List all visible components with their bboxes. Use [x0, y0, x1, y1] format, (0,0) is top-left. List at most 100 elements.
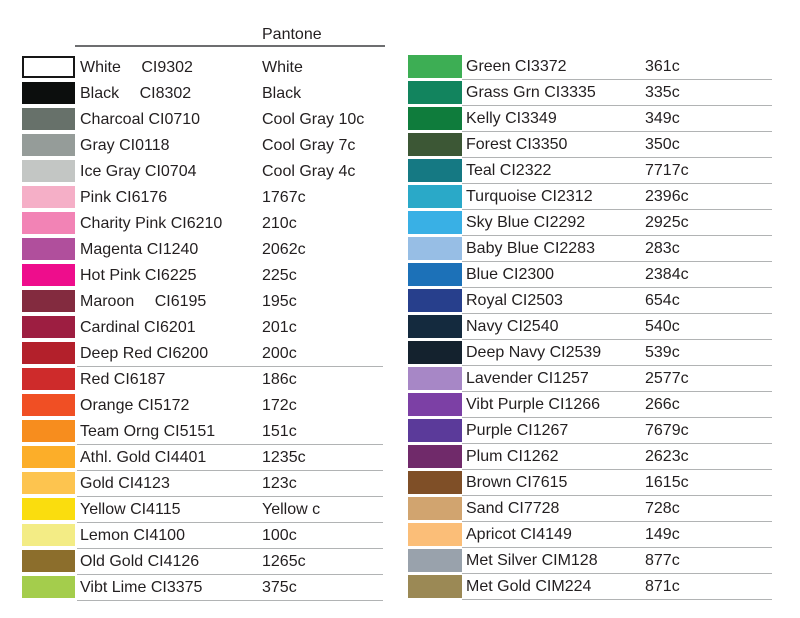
color-name-code: Ice Gray CI0704	[80, 163, 197, 180]
row-separator	[462, 157, 772, 158]
color-name-code: Forest CI3350	[466, 136, 568, 153]
color-row: Orange CI5172 172c	[22, 394, 383, 420]
color-swatch	[22, 316, 75, 338]
color-row: Charcoal CI0710 Cool Gray 10c	[22, 108, 383, 134]
color-name-code: Yellow CI4115	[80, 501, 181, 518]
color-name-code: Charity Pink CI6210	[80, 215, 223, 232]
color-row: Navy CI2540 540c	[408, 315, 772, 341]
color-swatch	[408, 471, 462, 494]
color-name-code: Deep Navy CI2539	[466, 344, 602, 361]
color-row: Maroon CI6195 195c	[22, 290, 383, 316]
color-swatch	[408, 211, 462, 234]
pantone-value: 728c	[645, 500, 680, 517]
pantone-value: 195c	[262, 293, 297, 310]
row-separator	[462, 417, 772, 418]
color-swatch	[22, 394, 75, 416]
pantone-value: 1235c	[262, 449, 306, 466]
color-name-code: Kelly CI3349	[466, 110, 557, 127]
color-row: Old Gold CI4126 1265c	[22, 550, 383, 576]
row-separator	[462, 365, 772, 366]
color-swatch	[22, 82, 75, 104]
pantone-value: 2384c	[645, 266, 689, 283]
pantone-value: 2925c	[645, 214, 689, 231]
row-separator	[77, 522, 383, 523]
pantone-value: 877c	[645, 552, 680, 569]
color-swatch	[22, 56, 75, 78]
color-name-code: Gray CI0118	[80, 137, 170, 154]
color-row: Athl. Gold CI4401 1235c	[22, 446, 383, 472]
color-name-code: Deep Red CI6200	[80, 345, 209, 362]
color-row: White CI9302 White	[22, 56, 383, 82]
row-separator	[462, 339, 772, 340]
row-separator	[462, 599, 772, 600]
color-row: Vibt Purple CI1266 266c	[408, 393, 772, 419]
color-row: Met Gold CIM224 871c	[408, 575, 772, 601]
color-row: Grass Grn CI3335 335c	[408, 81, 772, 107]
pantone-value: 539c	[645, 344, 680, 361]
color-name-code: Old Gold CI4126	[80, 553, 200, 570]
pantone-value: 335c	[645, 84, 680, 101]
color-row: Hot Pink CI6225 225c	[22, 264, 383, 290]
pantone-value: White	[262, 59, 303, 76]
color-swatch	[408, 523, 462, 546]
color-row: Kelly CI3349 349c	[408, 107, 772, 133]
color-name-code: Navy CI2540	[466, 318, 559, 335]
color-name-code: White CI9302	[80, 59, 193, 76]
color-swatch	[22, 550, 75, 572]
color-swatch	[22, 238, 75, 260]
row-separator	[462, 105, 772, 106]
color-row: Charity Pink CI6210 210c	[22, 212, 383, 238]
color-row: Pink CI6176 1767c	[22, 186, 383, 212]
row-separator	[462, 287, 772, 288]
pantone-value: 1767c	[262, 189, 306, 206]
color-name-code: Teal CI2322	[466, 162, 552, 179]
color-swatch	[408, 159, 462, 182]
color-swatch	[408, 341, 462, 364]
row-separator	[462, 261, 772, 262]
color-name-code: Red CI6187	[80, 371, 166, 388]
color-row: Ice Gray CI0704 Cool Gray 4c	[22, 160, 383, 186]
color-name-code: Charcoal CI0710	[80, 111, 201, 128]
row-separator	[462, 313, 772, 314]
color-name-code: Apricot CI4149	[466, 526, 572, 543]
row-separator	[462, 79, 772, 80]
color-swatch	[22, 524, 75, 546]
color-row: Green CI3372 361c	[408, 55, 772, 81]
color-swatch	[408, 419, 462, 442]
pantone-value: 186c	[262, 371, 297, 388]
color-name-code: Gold CI4123	[80, 475, 170, 492]
pantone-value: 361c	[645, 58, 680, 75]
pantone-value: 2623c	[645, 448, 689, 465]
color-row: Met Silver CIM128 877c	[408, 549, 772, 575]
color-row: Black CI8302 Black	[22, 82, 383, 108]
row-separator	[462, 391, 772, 392]
color-swatch	[408, 315, 462, 338]
pantone-value: 375c	[262, 579, 297, 596]
pantone-value: 200c	[262, 345, 297, 362]
color-swatch	[22, 446, 75, 468]
row-separator	[462, 547, 772, 548]
color-name-code: Met Gold CIM224	[466, 578, 592, 595]
row-separator	[462, 209, 772, 210]
color-row: Teal CI2322 7717c	[408, 159, 772, 185]
row-separator	[77, 574, 383, 575]
color-row: Brown CI7615 1615c	[408, 471, 772, 497]
pantone-value: 266c	[645, 396, 680, 413]
color-swatch	[408, 263, 462, 286]
pantone-value: 654c	[645, 292, 680, 309]
color-row: Purple CI1267 7679c	[408, 419, 772, 445]
row-separator	[77, 444, 383, 445]
color-name-code: Brown CI7615	[466, 474, 568, 491]
header-rule	[75, 45, 385, 47]
row-separator	[77, 366, 383, 367]
color-swatch	[408, 133, 462, 156]
color-name-code: Lemon CI4100	[80, 527, 185, 544]
color-row: Cardinal CI6201 201c	[22, 316, 383, 342]
pantone-value: 123c	[262, 475, 297, 492]
color-name-code: Blue CI2300	[466, 266, 555, 283]
row-separator	[462, 131, 772, 132]
color-name-code: Met Silver CIM128	[466, 552, 598, 569]
color-name-code: Black CI8302	[80, 85, 192, 102]
color-name-code: Vibt Purple CI1266	[466, 396, 601, 413]
pantone-value: 7679c	[645, 422, 689, 439]
